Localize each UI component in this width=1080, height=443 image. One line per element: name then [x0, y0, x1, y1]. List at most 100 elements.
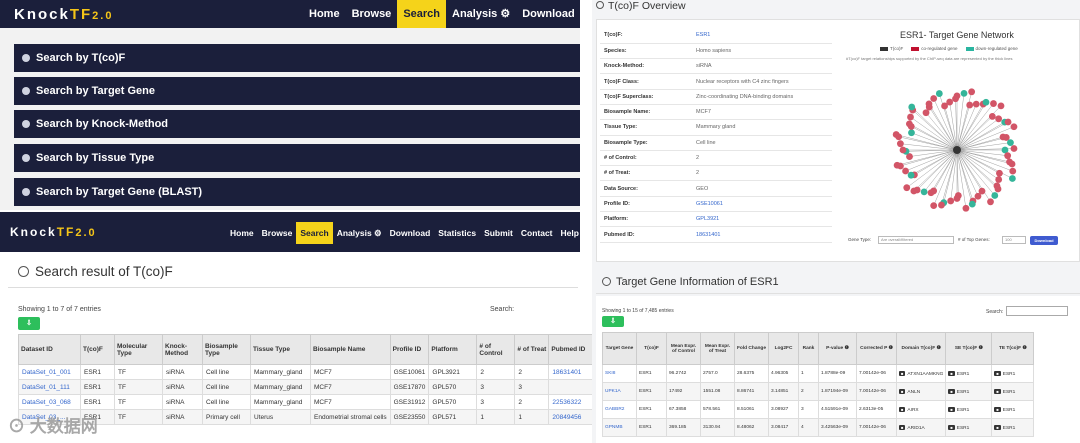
table-cell[interactable]: DataSet_01_001: [18, 364, 81, 380]
overview-value[interactable]: ESR1: [692, 28, 832, 44]
nav-item-1[interactable]: Browse: [261, 228, 293, 238]
network-node[interactable]: [935, 90, 943, 97]
network-node[interactable]: [899, 146, 907, 154]
count-badge[interactable]: ■: [948, 388, 955, 394]
column-header[interactable]: Domain T(co)F ❶: [895, 332, 947, 365]
network-node[interactable]: [953, 92, 961, 100]
network-node[interactable]: [892, 131, 900, 138]
top-genes-select[interactable]: 100: [1002, 236, 1026, 244]
network-node[interactable]: [896, 140, 904, 148]
table-cell[interactable]: GABBR2: [602, 400, 637, 419]
network-node[interactable]: [908, 103, 916, 111]
column-header[interactable]: Rank: [798, 332, 819, 365]
table-cell[interactable]: DataSet_03_068: [18, 394, 81, 410]
column-header[interactable]: Fold Change: [734, 332, 769, 365]
network-node[interactable]: [966, 101, 974, 109]
count-badge[interactable]: ■: [994, 388, 1001, 394]
nav-item-6[interactable]: Submit: [484, 228, 513, 238]
network-node[interactable]: [1004, 118, 1012, 126]
column-header[interactable]: Molecular Type: [114, 334, 163, 365]
network-node[interactable]: [997, 102, 1005, 110]
column-header[interactable]: # of Control: [476, 334, 516, 365]
export-button-2[interactable]: ⇩: [602, 316, 624, 327]
network-node[interactable]: [1004, 152, 1012, 160]
column-header[interactable]: Tissue Type: [250, 334, 311, 365]
nav-item-7[interactable]: Contact: [520, 228, 553, 238]
nav-item-2[interactable]: Search: [397, 0, 447, 28]
table-cell[interactable]: DataSet_01_111: [18, 379, 81, 395]
column-header[interactable]: TE T(co)F ❶: [991, 332, 1035, 365]
column-header[interactable]: Knock-Method: [162, 334, 203, 365]
network-node[interactable]: [991, 192, 999, 199]
nav-item-1[interactable]: Browse: [351, 8, 392, 20]
column-header[interactable]: Mean Expr. of Control: [666, 332, 701, 365]
nav-item-2[interactable]: Search: [296, 222, 333, 244]
table-cell[interactable]: 22536322: [548, 394, 594, 410]
network-node[interactable]: [902, 167, 909, 175]
network-node[interactable]: [925, 100, 933, 108]
column-header[interactable]: Platform: [428, 334, 478, 365]
network-node[interactable]: [946, 98, 954, 106]
overview-value[interactable]: GPL3921: [692, 211, 832, 228]
download-button[interactable]: Download: [1030, 236, 1058, 245]
nav-item-5[interactable]: Statistics: [438, 228, 477, 238]
network-node[interactable]: [930, 95, 938, 102]
search-bar-0[interactable]: Search by T(co)F: [14, 44, 580, 72]
column-header[interactable]: Biosample Name: [310, 334, 391, 365]
table-cell[interactable]: GPNMB: [602, 418, 637, 437]
nav-item-4[interactable]: Download: [522, 8, 575, 20]
column-header[interactable]: Profile ID: [389, 334, 430, 365]
column-header[interactable]: P-value ❶: [818, 332, 857, 365]
table-cell[interactable]: [548, 379, 594, 395]
network-node[interactable]: [920, 188, 928, 196]
network-node[interactable]: [995, 176, 1003, 183]
nav-item-3[interactable]: Analysis ⚙: [452, 8, 511, 20]
network-node[interactable]: [1010, 145, 1018, 152]
table-cell[interactable]: SKI8: [602, 364, 637, 383]
network-node[interactable]: [995, 115, 1003, 123]
network-node[interactable]: [968, 88, 976, 96]
network-node[interactable]: [908, 129, 915, 137]
count-badge[interactable]: ■: [948, 406, 955, 412]
network-node[interactable]: [972, 100, 980, 108]
nav-item-0[interactable]: Home: [230, 228, 254, 238]
network-node[interactable]: [982, 98, 990, 106]
table-cell[interactable]: 20849456: [548, 409, 594, 425]
network-node[interactable]: [941, 102, 948, 110]
nav-item-8[interactable]: Help: [560, 228, 579, 238]
table-cell[interactable]: 18631401: [548, 364, 594, 380]
overview-value[interactable]: 18631401: [692, 226, 832, 243]
network-node[interactable]: [990, 100, 997, 107]
count-badge[interactable]: ■: [994, 424, 1001, 430]
count-badge[interactable]: ■: [899, 388, 906, 394]
overview-value[interactable]: GSE10061: [692, 196, 832, 213]
network-node[interactable]: [962, 204, 970, 212]
network-node[interactable]: [947, 197, 955, 205]
network-node[interactable]: [1007, 139, 1014, 147]
column-header[interactable]: Corrected P ❶: [856, 332, 897, 365]
network-node[interactable]: [987, 198, 994, 206]
table-cell[interactable]: UPK1A: [602, 382, 637, 401]
count-badge[interactable]: ■: [899, 424, 906, 430]
search-bar-4[interactable]: Search by Target Gene (BLAST): [14, 178, 580, 206]
brand-logo[interactable]: KnockTF2.0: [14, 5, 114, 23]
count-badge[interactable]: ■: [948, 424, 955, 430]
network-node[interactable]: [996, 169, 1003, 177]
column-header[interactable]: Log2FC: [768, 332, 799, 365]
network-node[interactable]: [927, 189, 935, 197]
network-node[interactable]: [1008, 175, 1016, 182]
nav-item-4[interactable]: Download: [389, 228, 431, 238]
column-header[interactable]: SE T(co)F ❶: [945, 332, 993, 365]
table-cell[interactable]: DataSet_03_...: [18, 409, 81, 425]
network-node[interactable]: [1010, 123, 1018, 131]
search-bar-1[interactable]: Search by Target Gene: [14, 77, 580, 105]
network-node[interactable]: [988, 113, 996, 120]
network-node[interactable]: [907, 113, 914, 121]
network-node[interactable]: [1008, 160, 1016, 168]
network-node[interactable]: [960, 89, 968, 97]
nav-item-0[interactable]: Home: [309, 8, 340, 20]
network-node[interactable]: [893, 161, 901, 169]
search-input-2[interactable]: [1006, 306, 1068, 316]
count-badge[interactable]: ■: [899, 370, 906, 376]
export-button[interactable]: ⇩: [18, 317, 40, 330]
